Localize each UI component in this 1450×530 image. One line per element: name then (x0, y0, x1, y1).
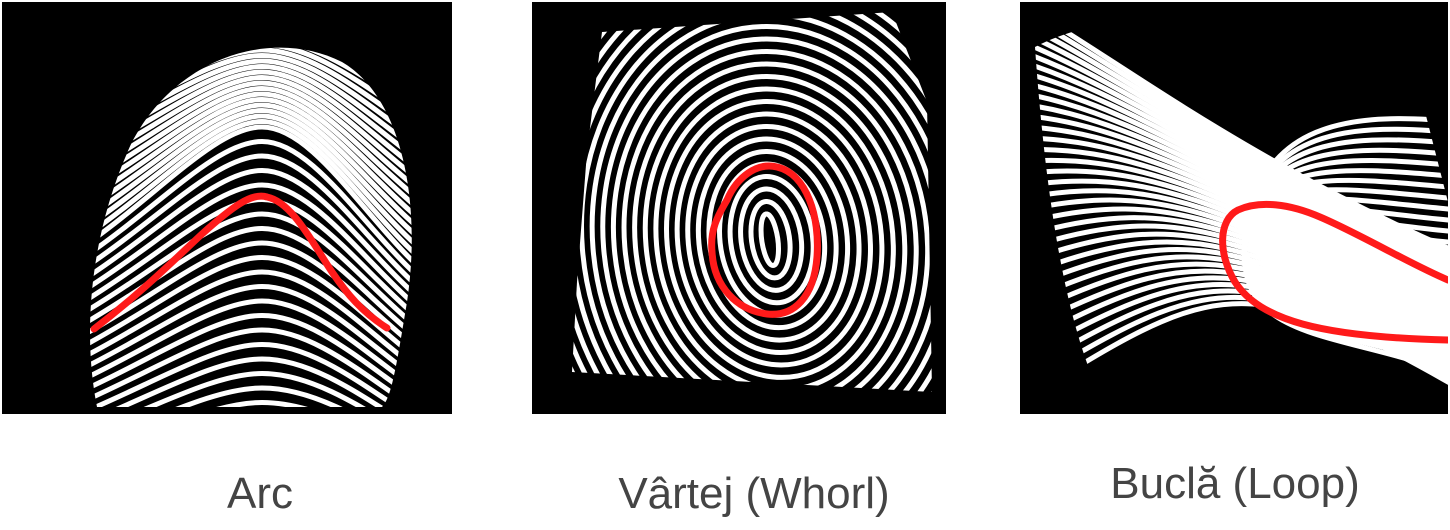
whorl-fingerprint-image (532, 2, 946, 414)
whorl-fingerprint-svg (532, 2, 946, 414)
loop-fingerprint-svg (1020, 2, 1448, 414)
loop-fingerprint-image (1020, 2, 1448, 414)
arc-ridges (2, 2, 452, 414)
loop-ridges (1020, 2, 1448, 401)
arc-fingerprint-svg (2, 2, 452, 414)
arc-fingerprint-image (2, 2, 452, 414)
whorl-caption: Vârtej (Whorl) (574, 472, 934, 516)
arc-caption: Arc (160, 472, 360, 516)
loop-caption: Buclă (Loop) (1070, 462, 1400, 506)
whorl-ridges (532, 2, 946, 414)
whorl-ridge-line (761, 214, 778, 265)
